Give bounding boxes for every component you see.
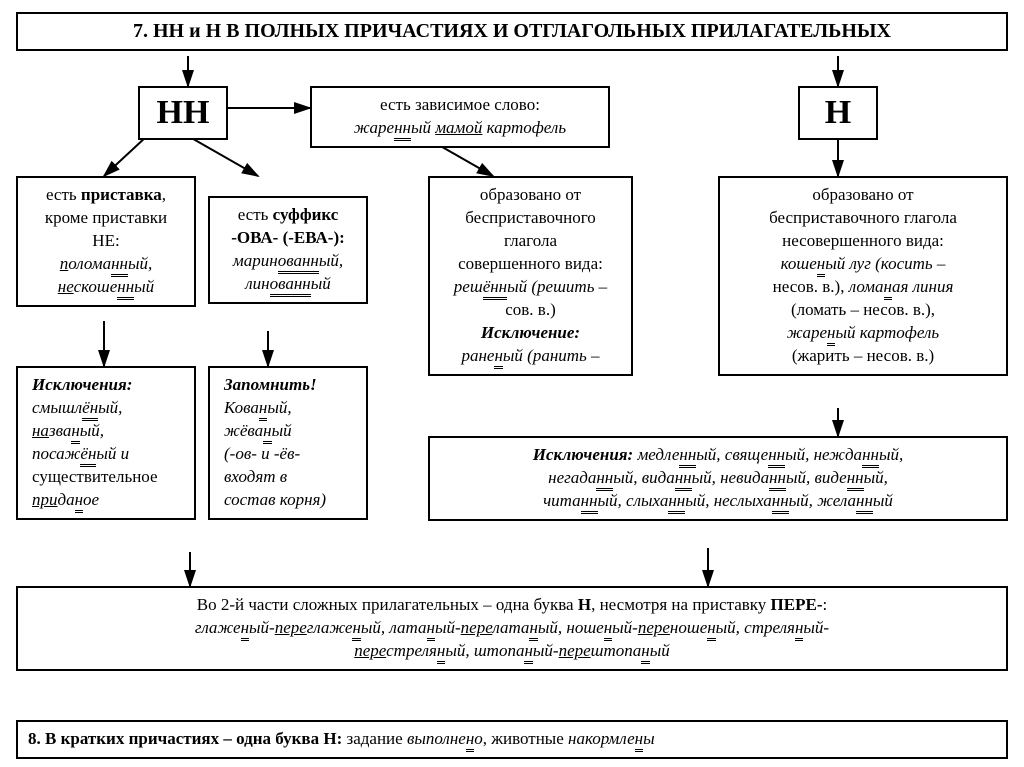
imperf-box: образовано от бесприставочного глагола н…	[718, 176, 1008, 376]
title-main: НН и Н В ПОЛНЫХ ПРИЧАСТИЯХ И ОТГЛАГОЛЬНЫ…	[153, 20, 891, 42]
perf-box: образовано от бесприставочного глагола с…	[428, 176, 633, 376]
title-num: 7.	[133, 20, 148, 42]
h-label: Н	[825, 94, 851, 131]
section8-box: 8. В кратких причастиях – одна буква Н: …	[16, 720, 1008, 759]
dep-l1: есть зависимое слово:	[380, 95, 540, 114]
pere-box: Во 2-й части сложных прилагательных – од…	[16, 586, 1008, 671]
diagram-root: 7. НН и Н В ПОЛНЫХ ПРИЧАСТИЯХ И ОТГЛАГОЛ…	[8, 8, 1016, 759]
hh-box: НН	[138, 86, 228, 140]
exc-right-box: Исключения: медленный, священный, неждан…	[428, 436, 1008, 521]
section-title: 7. НН и Н В ПОЛНЫХ ПРИЧАСТИЯХ И ОТГЛАГОЛ…	[16, 12, 1008, 51]
suffix-box: есть суффикс -ОВА- (-ЕВА-): маринованный…	[208, 196, 368, 304]
remember-box: Запомнить! Кованый, жёваный (-ов- и -ёв-…	[208, 366, 368, 520]
prefix-box: есть приставка, кроме приставки НЕ: поло…	[16, 176, 196, 307]
h-box: Н	[798, 86, 878, 140]
dep-word-box: есть зависимое слово: жаренный мамой кар…	[310, 86, 610, 148]
exc-left-box: Исключения: смышлёный, названый, посажён…	[16, 366, 196, 520]
hh-label: НН	[157, 94, 210, 131]
